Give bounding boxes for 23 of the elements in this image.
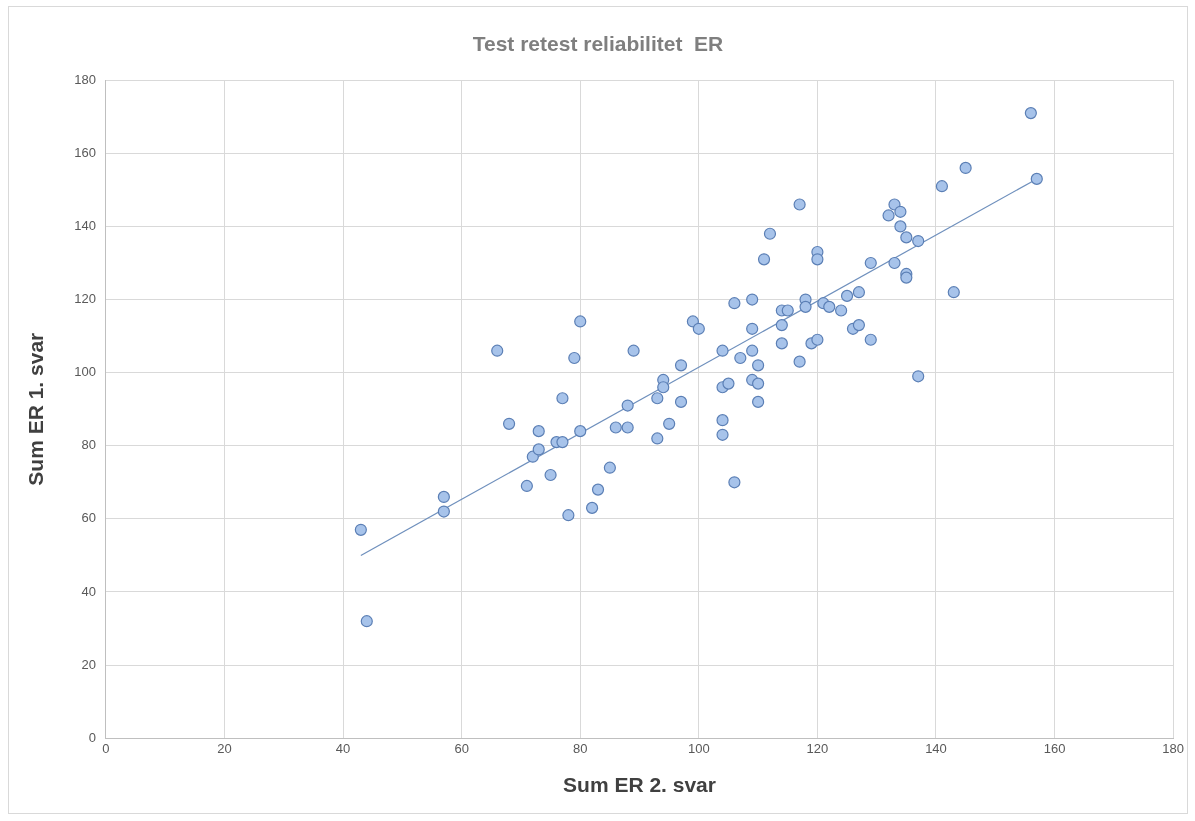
y-tick-label: 140 [74,218,96,233]
y-tick-label: 180 [74,71,96,87]
y-tick-label: 160 [74,144,96,160]
x-tick-label: 20 [217,740,232,756]
y-tick-label: 120 [74,291,96,307]
x-tick-label: 0 [102,740,110,756]
y-tick-label: 40 [81,583,96,599]
x-tick-label: 180 [1162,740,1185,756]
x-tick-label: 140 [925,740,947,756]
y-tick-label: 0 [88,729,96,745]
x-tick-label: 120 [806,740,829,756]
x-tick-label: 60 [454,740,469,756]
y-tick-label: 100 [74,364,96,380]
x-tick-label: 80 [573,740,588,756]
y-tick-label: 80 [81,437,96,453]
y-tick-label: 60 [81,510,96,526]
x-tick-label: 100 [687,740,710,756]
x-tick-label: 40 [335,740,351,756]
chart-title: Test retest reliabilitet ER [472,32,724,56]
x-tick-label: 160 [1043,740,1066,756]
x-axis-title: Sum ER 2. svar [563,773,716,797]
y-axis-title: Sum ER 1. svar [24,332,48,486]
y-tick-label: 20 [81,656,96,672]
